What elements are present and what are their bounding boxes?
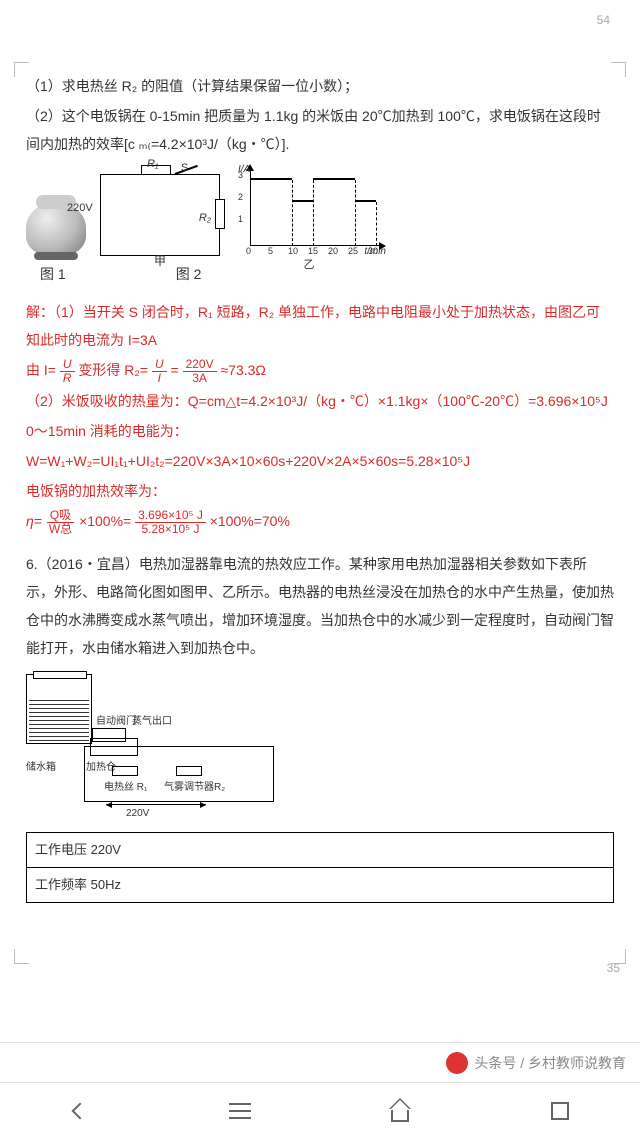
switch-label: S	[181, 157, 188, 179]
fig1-caption: 图 1	[40, 260, 66, 288]
solution-step4: 0～15min 消耗的电能为：	[26, 417, 614, 445]
voltage-label: 220V	[67, 197, 93, 219]
question-1-part1: （1）求电热丝 R₂ 的阻值（计算结果保留一位小数）；	[26, 72, 614, 100]
document-page: 54 （1）求电热丝 R₂ 的阻值（计算结果保留一位小数）； （2）这个电饭锅在…	[0, 0, 640, 1042]
r2-label: R₂	[199, 207, 211, 229]
prev-page-fragment: 54	[597, 8, 610, 32]
solution-step5: W=W₁+W₂=UI₁t₁+UI₂t₂=220V×3A×10×60s+220V×…	[26, 447, 614, 475]
fig2-mid-caption: 乙	[234, 254, 384, 276]
r1-label: R₁	[147, 153, 158, 175]
spec-row-frequency: 工作频率 50Hz	[27, 867, 614, 902]
nav-menu-button[interactable]	[221, 1092, 259, 1130]
spec-table: 工作电压 220V 工作频率 50Hz	[26, 832, 614, 903]
figures-row: 220V R₁ S R₂ 甲 I/A t/min 1 2 3 0	[26, 166, 614, 256]
page-content: （1）求电热丝 R₂ 的阻值（计算结果保留一位小数）； （2）这个电饭锅在 0-…	[20, 16, 620, 903]
author-avatar	[446, 1052, 468, 1074]
author-text: 头条号 / 乡村教师说教育	[474, 1053, 626, 1073]
nav-recent-button[interactable]	[541, 1092, 579, 1130]
fig1-mid-caption: 甲	[101, 249, 219, 273]
question-1-part2: （2）这个电饭锅在 0-15min 把质量为 1.1kg 的米饭由 20℃加热到…	[26, 102, 614, 158]
circuit-diagram: 220V R₁ S R₂ 甲	[100, 174, 220, 256]
solution-step1: 解：（1）当开关 S 闭合时，R₁ 短路，R₂ 单独工作，电路中电阻最小处于加热…	[26, 298, 614, 354]
chevron-left-icon	[72, 1102, 89, 1119]
current-time-graph: I/A t/min 1 2 3 0 5 10 15 20 25 30	[234, 166, 384, 256]
nav-home-button[interactable]	[381, 1092, 419, 1130]
humidifier-diagram: 自动阀门 蒸气出口 储水箱 加热仓 电热丝 R₁ 气雾调节器R₂ 220V	[26, 670, 286, 820]
page-number: 35	[607, 956, 620, 980]
question-6: 6.（2016・宜昌）电热加湿器靠电流的热效应工作。某种家用电热加湿器相关参数如…	[26, 550, 614, 662]
square-icon	[551, 1102, 569, 1120]
spec-row-voltage: 工作电压 220V	[27, 832, 614, 867]
menu-icon	[229, 1103, 251, 1119]
home-icon	[389, 1100, 411, 1122]
system-nav-bar	[0, 1082, 640, 1138]
nav-back-button[interactable]	[61, 1092, 99, 1130]
solution-step2: 由 I= UR 变形得 R₂= UI = 220V3A ≈73.3Ω	[26, 356, 614, 385]
solution-step3: （2）米饭吸收的热量为：Q=cm△t=4.2×10³J/（kg・℃）×1.1kg…	[26, 387, 614, 415]
author-attribution-bar: 头条号 / 乡村教师说教育	[0, 1042, 640, 1082]
solution-step6: 电饭锅的加热效率为：	[26, 477, 614, 505]
solution-step7: η= Q吸W总 ×100%= 3.696×10⁵ J5.28×10⁵ J ×10…	[26, 507, 614, 536]
